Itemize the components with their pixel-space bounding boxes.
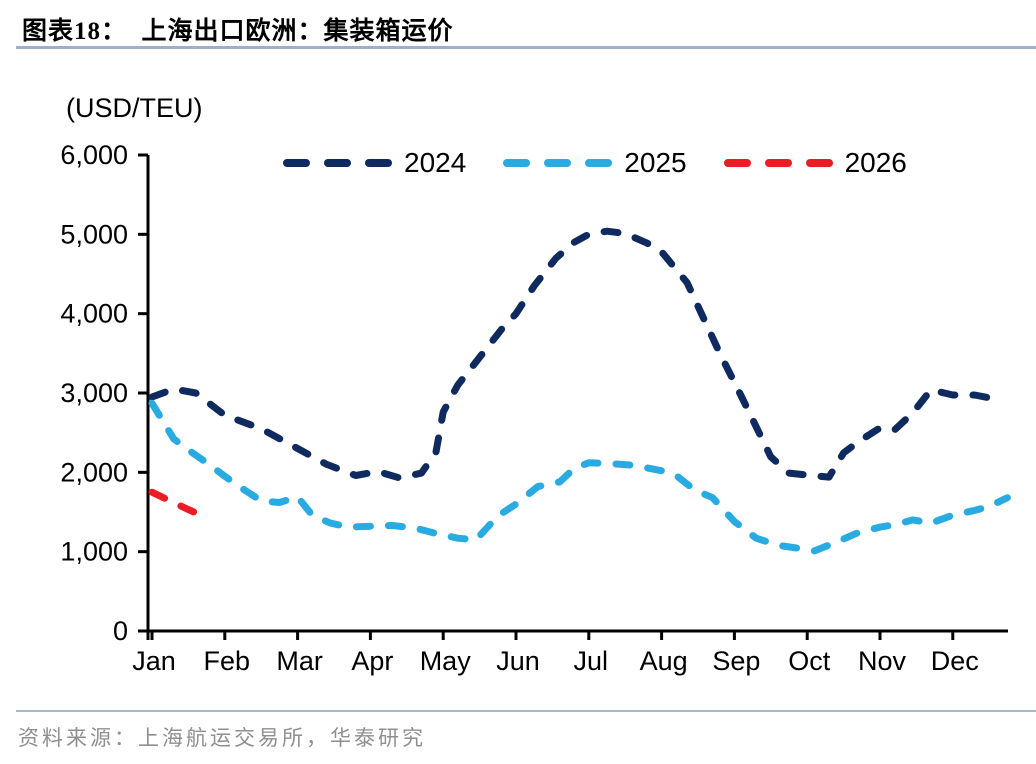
x-tick-label: Mar — [276, 646, 323, 676]
legend-label-2025: 2025 — [624, 147, 687, 178]
chart-legend: 2024 2025 2026 — [283, 149, 907, 177]
source-note: 资料来源：上海航运交易所，华泰研究 — [18, 726, 426, 750]
series-2025-line — [148, 399, 1011, 555]
title-divider — [16, 46, 1036, 49]
legend-item-2026: 2026 — [723, 147, 907, 178]
x-tick-label: Aug — [640, 646, 688, 676]
legend-item-2025: 2025 — [503, 147, 687, 178]
legend-item-2024: 2024 — [283, 149, 466, 177]
y-tick-label: 3,000 — [60, 378, 128, 408]
legend-label-2026: 2026 — [844, 147, 907, 178]
footer-divider — [16, 710, 1036, 712]
series-2024-line — [148, 227, 993, 482]
x-tick-label: Jul — [574, 646, 609, 676]
y-tick-label: 1,000 — [60, 537, 128, 567]
x-tick-label: Feb — [204, 646, 251, 676]
legend-dash-sample-2024 — [283, 159, 392, 167]
x-tick-label: Jun — [496, 646, 540, 676]
x-tick-label: May — [420, 646, 472, 676]
y-tick-label: 5,000 — [60, 219, 128, 249]
legend-dash-sample-2026 — [723, 159, 833, 167]
y-tick-label: 2,000 — [60, 457, 128, 487]
legend-label-2024: 2024 — [404, 147, 467, 178]
x-tick-label: Nov — [858, 646, 907, 676]
y-axis-unit-label: (USD/TEU) — [66, 93, 203, 123]
x-tick-label: Sep — [712, 646, 760, 676]
y-tick-label: 6,000 — [60, 140, 128, 170]
chart-title: 图表18： 上海出口欧洲：集装箱运价 — [22, 18, 454, 45]
x-tick-label: Jan — [132, 646, 176, 676]
x-tick-label: Dec — [931, 646, 979, 676]
y-tick-label: 4,000 — [60, 299, 128, 329]
x-tick-label: Oct — [788, 646, 831, 676]
legend-dash-sample-2025 — [503, 159, 613, 167]
x-tick-label: Apr — [351, 646, 393, 676]
y-tick-label: 0 — [113, 616, 128, 646]
series-2026-line — [148, 488, 211, 522]
